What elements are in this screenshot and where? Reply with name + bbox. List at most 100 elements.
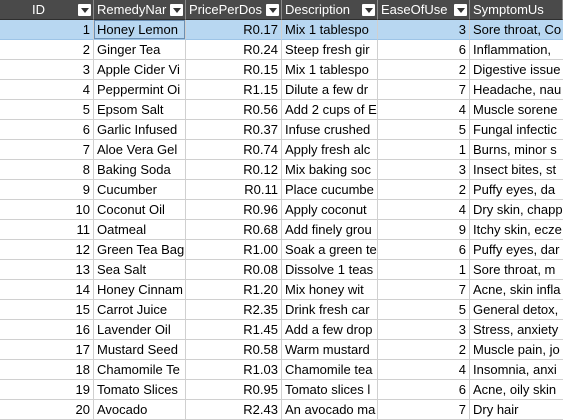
- cell-ease-of-use[interactable]: 3: [378, 20, 470, 40]
- cell-id[interactable]: 2: [0, 40, 94, 60]
- cell-description[interactable]: Place cucumbe: [282, 180, 378, 200]
- cell-description[interactable]: Mix baking soc: [282, 160, 378, 180]
- cell-price-per-dose[interactable]: R0.24: [186, 40, 282, 60]
- cell-remedy-name[interactable]: Honey Lemon: [94, 20, 186, 40]
- column-header-description[interactable]: Description: [282, 0, 378, 20]
- cell-id[interactable]: 15: [0, 300, 94, 320]
- cell-id[interactable]: 1: [0, 20, 94, 40]
- cell-price-per-dose[interactable]: R0.17: [186, 20, 282, 40]
- cell-remedy-name[interactable]: Carrot Juice: [94, 300, 186, 320]
- cell-symptom-used[interactable]: Headache, nau: [470, 80, 563, 100]
- cell-description[interactable]: Add finely grou: [282, 220, 378, 240]
- table-row[interactable]: 10 Coconut Oil R0.96 Apply coconut 4 Dry skin…: [0, 200, 563, 220]
- cell-remedy-name[interactable]: Aloe Vera Gel: [94, 140, 186, 160]
- table-row[interactable]: 15 Carrot Juice R2.35 Drink fresh car 5 Gener…: [0, 300, 563, 320]
- cell-description[interactable]: Mix 1 tablespo: [282, 20, 378, 40]
- cell-symptom-used[interactable]: Acne, oily skin: [470, 380, 563, 400]
- cell-description[interactable]: Add 2 cups of E: [282, 100, 378, 120]
- cell-remedy-name[interactable]: Baking Soda: [94, 160, 186, 180]
- cell-price-per-dose[interactable]: R0.95: [186, 380, 282, 400]
- cell-id[interactable]: 14: [0, 280, 94, 300]
- cell-description[interactable]: Dissolve 1 teas: [282, 260, 378, 280]
- cell-description[interactable]: Apply coconut: [282, 200, 378, 220]
- cell-symptom-used[interactable]: General detox,: [470, 300, 563, 320]
- cell-price-per-dose[interactable]: R2.43: [186, 400, 282, 420]
- cell-description[interactable]: Mix 1 tablespo: [282, 60, 378, 80]
- cell-remedy-name[interactable]: Avocado: [94, 400, 186, 420]
- cell-ease-of-use[interactable]: 1: [378, 260, 470, 280]
- table-row[interactable]: 19 Tomato Slices R0.95 Tomato slices l 6 Acne…: [0, 380, 563, 400]
- cell-remedy-name[interactable]: Oatmeal: [94, 220, 186, 240]
- table-row[interactable]: 5 Epsom Salt R0.56 Add 2 cups of E 4 Muscle s…: [0, 100, 563, 120]
- cell-description[interactable]: Warm mustard: [282, 340, 378, 360]
- cell-remedy-name[interactable]: Green Tea Bag: [94, 240, 186, 260]
- cell-id[interactable]: 6: [0, 120, 94, 140]
- dropdown-arrow-icon[interactable]: [454, 4, 467, 16]
- column-header-symptomused[interactable]: SymptomUs: [470, 0, 563, 20]
- cell-remedy-name[interactable]: Sea Salt: [94, 260, 186, 280]
- table-row[interactable]: 7 Aloe Vera Gel R0.74 Apply fresh alc 1 Burns…: [0, 140, 563, 160]
- cell-symptom-used[interactable]: Inflammation,: [470, 40, 563, 60]
- cell-ease-of-use[interactable]: 9: [378, 220, 470, 240]
- cell-remedy-name[interactable]: Garlic Infused: [94, 120, 186, 140]
- cell-ease-of-use[interactable]: 4: [378, 360, 470, 380]
- cell-symptom-used[interactable]: Muscle pain, jo: [470, 340, 563, 360]
- cell-remedy-name[interactable]: Tomato Slices: [94, 380, 186, 400]
- table-row[interactable]: 20 Avocado R2.43 An avocado ma 7 Dry hair: [0, 400, 563, 420]
- cell-symptom-used[interactable]: Digestive issue: [470, 60, 563, 80]
- cell-price-per-dose[interactable]: R1.15: [186, 80, 282, 100]
- cell-id[interactable]: 7: [0, 140, 94, 160]
- cell-ease-of-use[interactable]: 6: [378, 380, 470, 400]
- cell-id[interactable]: 3: [0, 60, 94, 80]
- cell-symptom-used[interactable]: Insect bites, st: [470, 160, 563, 180]
- cell-id[interactable]: 5: [0, 100, 94, 120]
- cell-description[interactable]: Add a few drop: [282, 320, 378, 340]
- cell-id[interactable]: 17: [0, 340, 94, 360]
- cell-description[interactable]: Soak a green te: [282, 240, 378, 260]
- cell-ease-of-use[interactable]: 2: [378, 60, 470, 80]
- cell-price-per-dose[interactable]: R1.20: [186, 280, 282, 300]
- cell-ease-of-use[interactable]: 4: [378, 200, 470, 220]
- cell-symptom-used[interactable]: Dry skin, chapp: [470, 200, 563, 220]
- table-row[interactable]: 8 Baking Soda R0.12 Mix baking soc 3 Insect b…: [0, 160, 563, 180]
- cell-remedy-name[interactable]: Chamomile Te: [94, 360, 186, 380]
- cell-ease-of-use[interactable]: 7: [378, 400, 470, 420]
- cell-ease-of-use[interactable]: 6: [378, 240, 470, 260]
- cell-id[interactable]: 12: [0, 240, 94, 260]
- column-header-priceperdose[interactable]: PricePerDos: [186, 0, 282, 20]
- cell-remedy-name[interactable]: Apple Cider Vi: [94, 60, 186, 80]
- cell-symptom-used[interactable]: Itchy skin, ecze: [470, 220, 563, 240]
- table-row[interactable]: 9 Cucumber R0.11 Place cucumbe 2 Puffy eyes, …: [0, 180, 563, 200]
- table-row[interactable]: 6 Garlic Infused R0.37 Infuse crushed 5 Funga…: [0, 120, 563, 140]
- table-row[interactable]: 13 Sea Salt R0.08 Dissolve 1 teas 1 Sore thro…: [0, 260, 563, 280]
- cell-id[interactable]: 10: [0, 200, 94, 220]
- cell-ease-of-use[interactable]: 3: [378, 160, 470, 180]
- cell-price-per-dose[interactable]: R1.00: [186, 240, 282, 260]
- cell-description[interactable]: Dilute a few dr: [282, 80, 378, 100]
- dropdown-arrow-icon[interactable]: [78, 4, 91, 16]
- cell-description[interactable]: Infuse crushed: [282, 120, 378, 140]
- cell-price-per-dose[interactable]: R1.03: [186, 360, 282, 380]
- cell-symptom-used[interactable]: Acne, skin infla: [470, 280, 563, 300]
- cell-price-per-dose[interactable]: R0.56: [186, 100, 282, 120]
- cell-ease-of-use[interactable]: 1: [378, 140, 470, 160]
- cell-id[interactable]: 9: [0, 180, 94, 200]
- cell-remedy-name[interactable]: Ginger Tea: [94, 40, 186, 60]
- cell-symptom-used[interactable]: Puffy eyes, da: [470, 180, 563, 200]
- column-header-id[interactable]: ID: [0, 0, 94, 20]
- table-row[interactable]: 18 Chamomile Te R1.03 Chamomile tea 4 Insomni…: [0, 360, 563, 380]
- cell-remedy-name[interactable]: Mustard Seed: [94, 340, 186, 360]
- cell-price-per-dose[interactable]: R0.37: [186, 120, 282, 140]
- cell-remedy-name[interactable]: Coconut Oil: [94, 200, 186, 220]
- cell-symptom-used[interactable]: Sore throat, m: [470, 260, 563, 280]
- cell-id[interactable]: 20: [0, 400, 94, 420]
- cell-description[interactable]: Chamomile tea: [282, 360, 378, 380]
- dropdown-arrow-icon[interactable]: [362, 4, 375, 16]
- table-row[interactable]: 16 Lavender Oil R1.45 Add a few drop 3 Stress…: [0, 320, 563, 340]
- cell-id[interactable]: 8: [0, 160, 94, 180]
- cell-symptom-used[interactable]: Burns, minor s: [470, 140, 563, 160]
- table-row[interactable]: 12 Green Tea Bag R1.00 Soak a green te 6 Puff…: [0, 240, 563, 260]
- cell-description[interactable]: An avocado ma: [282, 400, 378, 420]
- cell-symptom-used[interactable]: Dry hair: [470, 400, 563, 420]
- column-header-remedyname[interactable]: RemedyNar: [94, 0, 186, 20]
